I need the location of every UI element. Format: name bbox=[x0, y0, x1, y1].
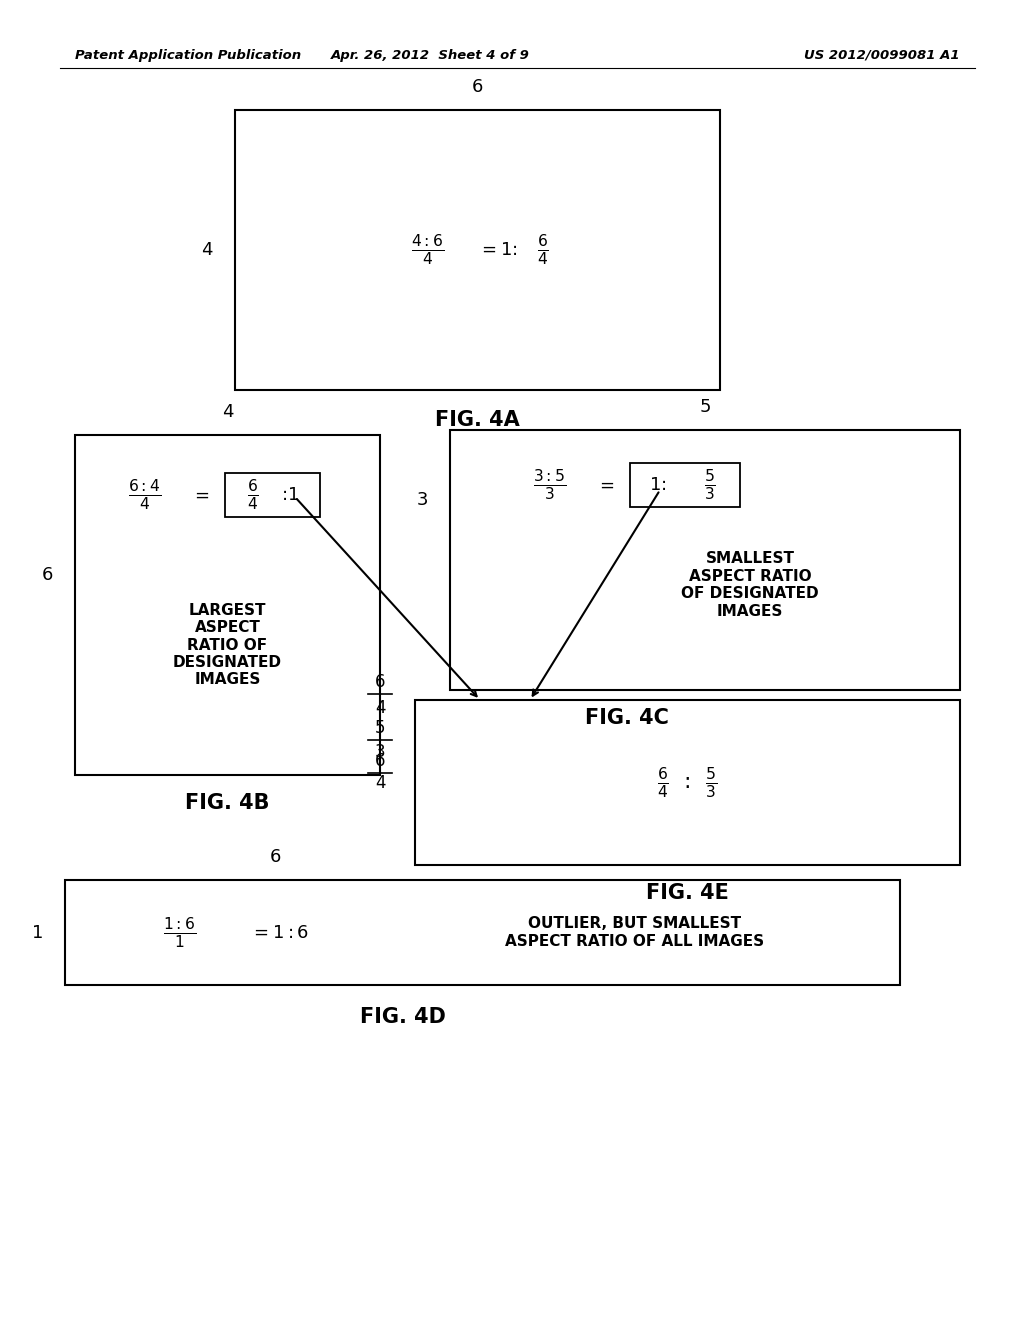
Text: $=$: $=$ bbox=[596, 477, 614, 494]
Text: LARGEST
ASPECT
RATIO OF
DESIGNATED
IMAGES: LARGEST ASPECT RATIO OF DESIGNATED IMAGE… bbox=[173, 603, 282, 688]
Text: US 2012/0099081 A1: US 2012/0099081 A1 bbox=[805, 49, 961, 62]
Text: SMALLEST
ASPECT RATIO
OF DESIGNATED
IMAGES: SMALLEST ASPECT RATIO OF DESIGNATED IMAG… bbox=[681, 552, 819, 619]
Text: Patent Application Publication: Patent Application Publication bbox=[75, 49, 301, 62]
Text: 1: 1 bbox=[32, 924, 43, 941]
Text: $\frac{5}{3}$: $\frac{5}{3}$ bbox=[705, 467, 716, 503]
Text: $\frac{3{:}5}{3}$: $\frac{3{:}5}{3}$ bbox=[534, 467, 566, 503]
Bar bbox=[75, 436, 380, 775]
Bar bbox=[450, 430, 961, 690]
Text: $\frac{4{:}6}{4}$: $\frac{4{:}6}{4}$ bbox=[411, 232, 444, 268]
Text: FIG. 4B: FIG. 4B bbox=[185, 793, 269, 813]
Text: 4: 4 bbox=[375, 700, 385, 717]
Text: $\frac{6}{4}$: $\frac{6}{4}$ bbox=[247, 478, 259, 512]
Text: 4: 4 bbox=[222, 403, 233, 421]
Text: $\frac{6}{4}$  $\colon$  $\frac{5}{3}$: $\frac{6}{4}$ $\colon$ $\frac{5}{3}$ bbox=[657, 766, 718, 800]
Text: FIG. 4E: FIG. 4E bbox=[646, 883, 729, 903]
Text: $=$: $=$ bbox=[190, 486, 209, 504]
Text: $= 1 : 6$: $= 1 : 6$ bbox=[250, 924, 309, 941]
Text: $\frac{1{:}6}{1}$: $\frac{1{:}6}{1}$ bbox=[164, 915, 197, 950]
Text: $= 1\colon$: $= 1\colon$ bbox=[477, 242, 517, 259]
Text: 4: 4 bbox=[202, 242, 213, 259]
Text: OUTLIER, BUT SMALLEST
ASPECT RATIO OF ALL IMAGES: OUTLIER, BUT SMALLEST ASPECT RATIO OF AL… bbox=[506, 916, 765, 949]
Text: $\frac{6{:}4}{4}$: $\frac{6{:}4}{4}$ bbox=[128, 478, 162, 512]
Text: 5: 5 bbox=[699, 399, 711, 416]
Text: 6: 6 bbox=[375, 673, 385, 690]
Bar bbox=[415, 700, 961, 865]
Text: 3: 3 bbox=[375, 743, 385, 762]
Bar bbox=[630, 463, 740, 507]
Bar bbox=[234, 110, 720, 389]
Text: $\colon 1$: $\colon 1$ bbox=[282, 486, 299, 504]
Bar bbox=[225, 473, 319, 517]
Text: $\frac{6}{4}$: $\frac{6}{4}$ bbox=[537, 232, 549, 268]
Text: 3: 3 bbox=[417, 491, 428, 510]
Text: $1\colon$: $1\colon$ bbox=[649, 477, 667, 494]
Text: 6: 6 bbox=[269, 847, 281, 866]
Text: FIG. 4A: FIG. 4A bbox=[435, 411, 520, 430]
Text: FIG. 4C: FIG. 4C bbox=[585, 708, 669, 729]
Bar bbox=[65, 880, 900, 985]
Text: 6: 6 bbox=[375, 751, 385, 770]
Text: 5: 5 bbox=[375, 719, 385, 737]
Text: 6: 6 bbox=[472, 78, 483, 96]
Text: Apr. 26, 2012  Sheet 4 of 9: Apr. 26, 2012 Sheet 4 of 9 bbox=[331, 49, 529, 62]
Text: FIG. 4D: FIG. 4D bbox=[359, 1007, 445, 1027]
Text: 4: 4 bbox=[375, 774, 385, 792]
Text: 6: 6 bbox=[42, 566, 53, 583]
